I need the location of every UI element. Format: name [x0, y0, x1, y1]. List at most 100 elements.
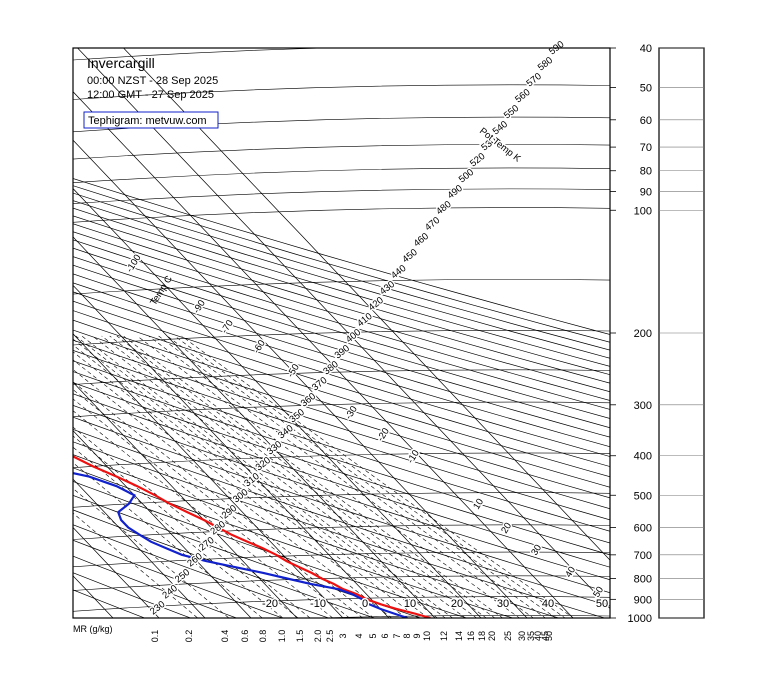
dry-adiabat-line: [73, 239, 610, 401]
isobar-line: [73, 188, 610, 204]
isobar-line: [73, 207, 610, 223]
mixing-ratio-label: 9: [412, 633, 422, 638]
dry-adiabat-line: [73, 393, 610, 568]
dry-adiabat-line: [73, 185, 610, 343]
mixing-ratio-label: 0.1: [150, 630, 160, 643]
pot-temp-label: 300: [231, 487, 250, 505]
pot-temp-label: 270: [197, 535, 216, 553]
isobar-line: [73, 452, 610, 468]
isotherm-line: [0, 30, 75, 627]
pot-temp-label: 360: [299, 391, 318, 409]
temperature-bottom-label: 20: [451, 598, 463, 610]
pot-temp-label: 390: [333, 343, 352, 361]
pot-temp-label: 560: [513, 87, 532, 105]
temperature-bottom-label: 30: [497, 598, 509, 610]
mixing-ratio-label: 50: [544, 631, 554, 641]
pot-temp-label: 240: [161, 583, 180, 601]
pot-temp-label: 250: [173, 567, 192, 585]
pressure-tick-label: 40: [640, 43, 652, 55]
mixing-ratio-label: 12: [439, 631, 449, 641]
mixing-ratio-label: 0.4: [220, 630, 230, 643]
pot-temp-label: 490: [446, 183, 465, 201]
pot-temp-label: 520: [468, 151, 487, 169]
mixing-ratio-line: [73, 359, 407, 618]
mixing-ratio-label: 30: [517, 631, 527, 641]
pressure-axis-panel: 40 50 60 70 80 90 100 200 300 400 500 600 700 800 900 1…: [610, 43, 705, 625]
pressure-tick-label: 400: [634, 451, 652, 463]
temperature-bottom-label: 10: [404, 598, 416, 610]
dry-adiabat-line: [73, 481, 468, 618]
dry-adiabat-line: [73, 467, 514, 618]
mixing-ratio-label: 7: [392, 633, 402, 638]
station-title: Invercargill: [87, 55, 155, 71]
temperature-diagonal-label: -100: [124, 253, 143, 275]
dry-adiabat-line: [73, 382, 610, 556]
pot-temp-label: 500: [457, 167, 476, 185]
isobar-line: [73, 551, 610, 568]
mixing-ratio-label: 6: [380, 633, 390, 638]
dry-adiabat-line: [73, 200, 610, 359]
mixing-ratio-line: [73, 369, 393, 618]
sounding-profiles: [73, 455, 431, 618]
temperature-diagonal-label: 30: [529, 543, 544, 558]
dry-adiabat-line: [73, 282, 610, 448]
mixing-ratio-line: [158, 335, 546, 618]
mixing-ratio-label: 1.0: [277, 630, 287, 643]
dry-adiabat-line: [73, 416, 610, 594]
dry-adiabat-line: [73, 215, 610, 376]
mixing-ratio-line: [116, 335, 496, 618]
dry-adiabat-line: [73, 509, 376, 618]
dry-adiabat-line: [73, 264, 610, 429]
mixing-ratio-line: [73, 446, 284, 618]
credit-label: Tephigram: metvuw.com: [88, 115, 207, 127]
mixing-ratio-label: 40: [533, 631, 543, 641]
mixing-ratio-label: 4: [354, 633, 364, 638]
temperature-profile: [73, 455, 431, 618]
temperature-diagonal-label: -70: [219, 318, 236, 335]
mixing-ratio-line: [73, 426, 311, 618]
dry-adiabat-line: [73, 428, 610, 607]
pressure-tick-label: 80: [640, 166, 652, 178]
dry-adiabat-line: [73, 524, 330, 618]
isotherm-line: [73, 430, 252, 618]
pressure-tick-label: 900: [634, 594, 652, 606]
isobar-line: [73, 575, 610, 591]
mixing-ratio-label: 2.0: [313, 630, 323, 643]
mixing-ratio-line: [174, 335, 566, 618]
temperature-bottom-label: -10: [310, 598, 326, 610]
pressure-tick-label: 300: [634, 400, 652, 412]
pot-temp-label: 410: [355, 311, 374, 329]
temperature-bottom-label: -20: [262, 598, 278, 610]
mixing-ratio-label: 14: [454, 631, 464, 641]
pot-temp-label: 420: [367, 295, 386, 313]
isotherm-line: [73, 139, 528, 618]
mixing-ratio-label: 10: [422, 631, 432, 641]
temperature-bottom-label: 50: [596, 598, 608, 610]
mixing-ratio-line: [123, 335, 504, 618]
dewpoint-profile: [73, 471, 408, 618]
dry-adiabat-line: [73, 371, 610, 544]
dry-adiabat-line: [73, 495, 422, 618]
dry-adiabat-line: [73, 405, 610, 581]
pressure-tick-label: 100: [634, 205, 652, 217]
pressure-tick-label: 200: [634, 328, 652, 340]
mixing-ratio-label: 0.8: [258, 630, 268, 643]
mixing-ratio-line: [181, 335, 575, 618]
isotherm-line: [73, 284, 390, 618]
pot-temp-label: 230: [148, 599, 167, 617]
pot-temp-label: 370: [310, 375, 329, 393]
mixing-ratio-label: 16: [466, 631, 476, 641]
dry-adiabat-line: [73, 256, 610, 419]
pressure-tick-label: 1000: [628, 613, 652, 625]
pot-temp-label: 380: [321, 359, 340, 377]
pot-temp-label: 460: [412, 231, 431, 249]
pressure-tick-label: 500: [634, 490, 652, 502]
isobar-line: [73, 279, 610, 295]
dry-adiabat-line: [73, 192, 610, 351]
mixing-ratio-line: [148, 335, 534, 618]
dry-adiabat-line: [73, 291, 610, 457]
mixing-ratio-label: 45: [540, 631, 550, 641]
pressure-tick-label: 800: [634, 573, 652, 585]
pot-temp-label: 550: [502, 103, 521, 121]
